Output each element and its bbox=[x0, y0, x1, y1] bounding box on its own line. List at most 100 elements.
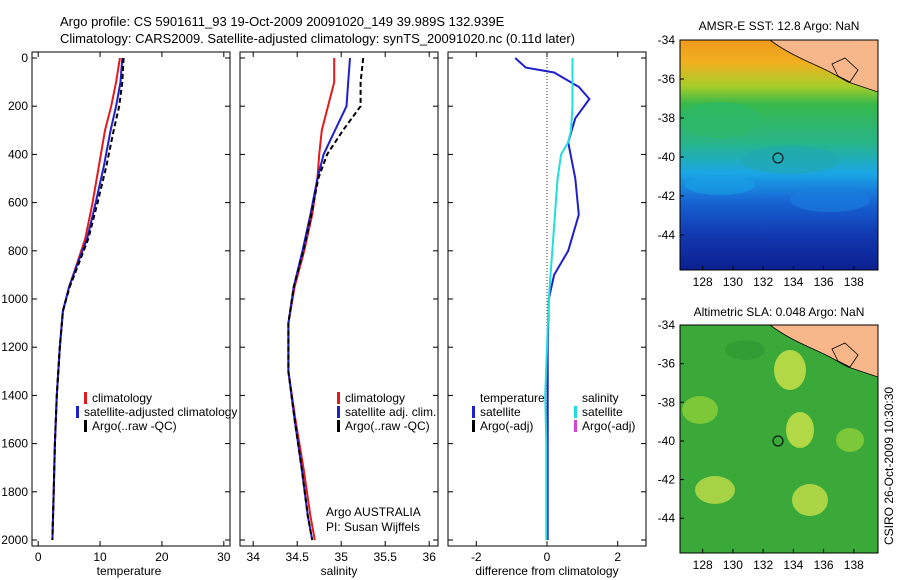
sst-map-frame bbox=[679, 39, 879, 271]
series-line bbox=[544, 58, 574, 540]
map-x-tick-label: 128 bbox=[693, 558, 713, 572]
legend-swatch-temp-argo bbox=[472, 420, 475, 432]
y-tick-label: 600 bbox=[8, 196, 28, 210]
y-tick-label: 200 bbox=[8, 99, 28, 113]
x-tick-label: 34 bbox=[247, 550, 261, 564]
float-position-marker bbox=[772, 435, 784, 447]
map-y-tick-label: -36 bbox=[658, 357, 676, 371]
land-island bbox=[831, 342, 859, 368]
legend-swatch-sal-satellite bbox=[574, 406, 577, 418]
y-tick-label: 1800 bbox=[1, 485, 28, 499]
map-x-tick-label: 128 bbox=[693, 275, 713, 289]
x-tick-label: 20 bbox=[155, 550, 169, 564]
map-y-tick-label: -34 bbox=[658, 33, 676, 47]
temperature-lines bbox=[51, 57, 125, 541]
header-line1: Argo profile: CS 5901611_93 19-Oct-2009 … bbox=[60, 14, 505, 29]
salinity-axes-box bbox=[239, 51, 439, 547]
legend-swatch-satellite-adjusted bbox=[76, 406, 79, 418]
salinity-xlabel: salinity bbox=[321, 564, 358, 578]
difference-lines bbox=[514, 57, 591, 540]
legend-swatch-satellite-adj bbox=[337, 406, 340, 418]
map-y-tick-label: -34 bbox=[658, 318, 676, 332]
map-x-tick-label: 134 bbox=[783, 558, 803, 572]
sla-feature bbox=[774, 350, 806, 390]
sla-map-frame bbox=[679, 324, 879, 554]
legend-title-salinity: salinity bbox=[582, 391, 619, 405]
legend-label-climatology: climatology bbox=[92, 391, 152, 405]
legend-swatch-argo bbox=[84, 420, 87, 432]
map-x-tick-label: 132 bbox=[753, 275, 773, 289]
salinity-panel: 34 34.5 35 35.5 36 salinity climatology sate… bbox=[239, 51, 439, 578]
y-tick-label: 1200 bbox=[1, 340, 28, 354]
x-tick-label: 0 bbox=[35, 550, 42, 564]
map-x-tick-label: 136 bbox=[814, 558, 834, 572]
legend-label-argo: Argo(..raw -QC) bbox=[92, 419, 177, 433]
x-tick-label: -2 bbox=[471, 550, 482, 564]
float-position-marker bbox=[772, 152, 784, 164]
sst-feature bbox=[790, 188, 870, 212]
temperature-legend: climatology satellite-adjusted climatolo… bbox=[76, 391, 237, 433]
x-tick-label: 30 bbox=[217, 550, 231, 564]
annotation-pi: PI: Susan Wijffels bbox=[326, 520, 420, 534]
sla-map: Altimetric SLA: 0.048 Argo: NaN 128 130 13… bbox=[658, 305, 879, 572]
map-x-tick-label: 130 bbox=[723, 275, 743, 289]
difference-panel: -2 0 2 difference from climatology tempera… bbox=[447, 51, 647, 578]
map-x-tick-label: 134 bbox=[783, 275, 803, 289]
sst-map: AMSR-E SST: 12.8 Argo: NaN 128 130 132 134 1… bbox=[658, 19, 879, 289]
y-tick-label: 0 bbox=[21, 51, 28, 65]
x-tick-label: 2 bbox=[614, 550, 621, 564]
legend-label-climatology: climatology bbox=[345, 391, 405, 405]
legend-label-satellite-adj: satellite adj. clim. bbox=[345, 405, 436, 419]
x-tick-label: 36 bbox=[423, 550, 437, 564]
sst-feature bbox=[740, 146, 840, 174]
x-tick-label: 35.5 bbox=[374, 550, 398, 564]
difference-xlabel: difference from climatology bbox=[475, 564, 618, 578]
sst-feature bbox=[685, 175, 755, 195]
legend-swatch-argo bbox=[337, 420, 340, 432]
sla-feature bbox=[836, 428, 864, 452]
temperature-ticks: 0 10 20 30 0 200 400 600 800 1000 1200 1400 1600 1800… bbox=[1, 51, 231, 564]
y-tick-label: 1600 bbox=[1, 437, 28, 451]
annotation-argo-australia: Argo AUSTRALIA bbox=[326, 505, 421, 519]
series-line bbox=[514, 57, 591, 540]
sla-feature bbox=[786, 412, 814, 448]
series-line bbox=[287, 58, 336, 541]
map-y-tick-label: -38 bbox=[658, 111, 676, 125]
header-line2: Climatology: CARS2009. Satellite-adjuste… bbox=[60, 31, 575, 46]
difference-ticks: -2 0 2 bbox=[448, 52, 646, 564]
y-tick-label: 400 bbox=[8, 147, 28, 161]
sla-feature bbox=[695, 476, 735, 504]
land-island bbox=[831, 57, 859, 83]
map-x-tick-label: 132 bbox=[753, 558, 773, 572]
y-tick-label: 2000 bbox=[1, 533, 28, 547]
x-tick-label: 35 bbox=[335, 550, 349, 564]
legend-swatch-climatology bbox=[337, 392, 340, 404]
legend-title-temperature: temperature bbox=[480, 391, 545, 405]
x-tick-label: 0 bbox=[544, 550, 551, 564]
legend-label-sal-satellite: satellite bbox=[582, 405, 623, 419]
coastline bbox=[769, 325, 878, 378]
legend-label-satellite-adjusted: satellite-adjusted climatology bbox=[84, 405, 237, 419]
legend-swatch-temp-satellite bbox=[472, 406, 475, 418]
map-x-tick-label: 138 bbox=[844, 558, 864, 572]
temperature-xlabel: temperature bbox=[97, 564, 162, 578]
map-y-tick-label: -42 bbox=[658, 473, 676, 487]
legend-swatch-climatology bbox=[84, 392, 87, 404]
sla-feature bbox=[725, 340, 765, 360]
y-tick-label: 800 bbox=[8, 244, 28, 258]
coastline bbox=[769, 40, 878, 93]
map-x-tick-label: 136 bbox=[814, 275, 834, 289]
map-y-tick-label: -42 bbox=[658, 189, 676, 203]
x-tick-label: 34.5 bbox=[286, 550, 310, 564]
map-y-tick-label: -40 bbox=[658, 434, 676, 448]
csiro-timestamp: CSIRO 26-Oct-2009 10:30:30 bbox=[882, 387, 896, 545]
sla-map-ticks: 128 130 132 134 136 138 -34 -36 -38 -40 -42 -44 bbox=[658, 318, 864, 572]
sla-feature bbox=[682, 396, 718, 424]
x-tick-label: 10 bbox=[93, 550, 107, 564]
legend-swatch-sal-argo bbox=[574, 420, 577, 432]
legend-label-argo: Argo(..raw -QC) bbox=[345, 419, 430, 433]
sla-feature bbox=[792, 484, 828, 516]
sst-map-title: AMSR-E SST: 12.8 Argo: NaN bbox=[699, 19, 860, 33]
series-line bbox=[51, 57, 125, 541]
